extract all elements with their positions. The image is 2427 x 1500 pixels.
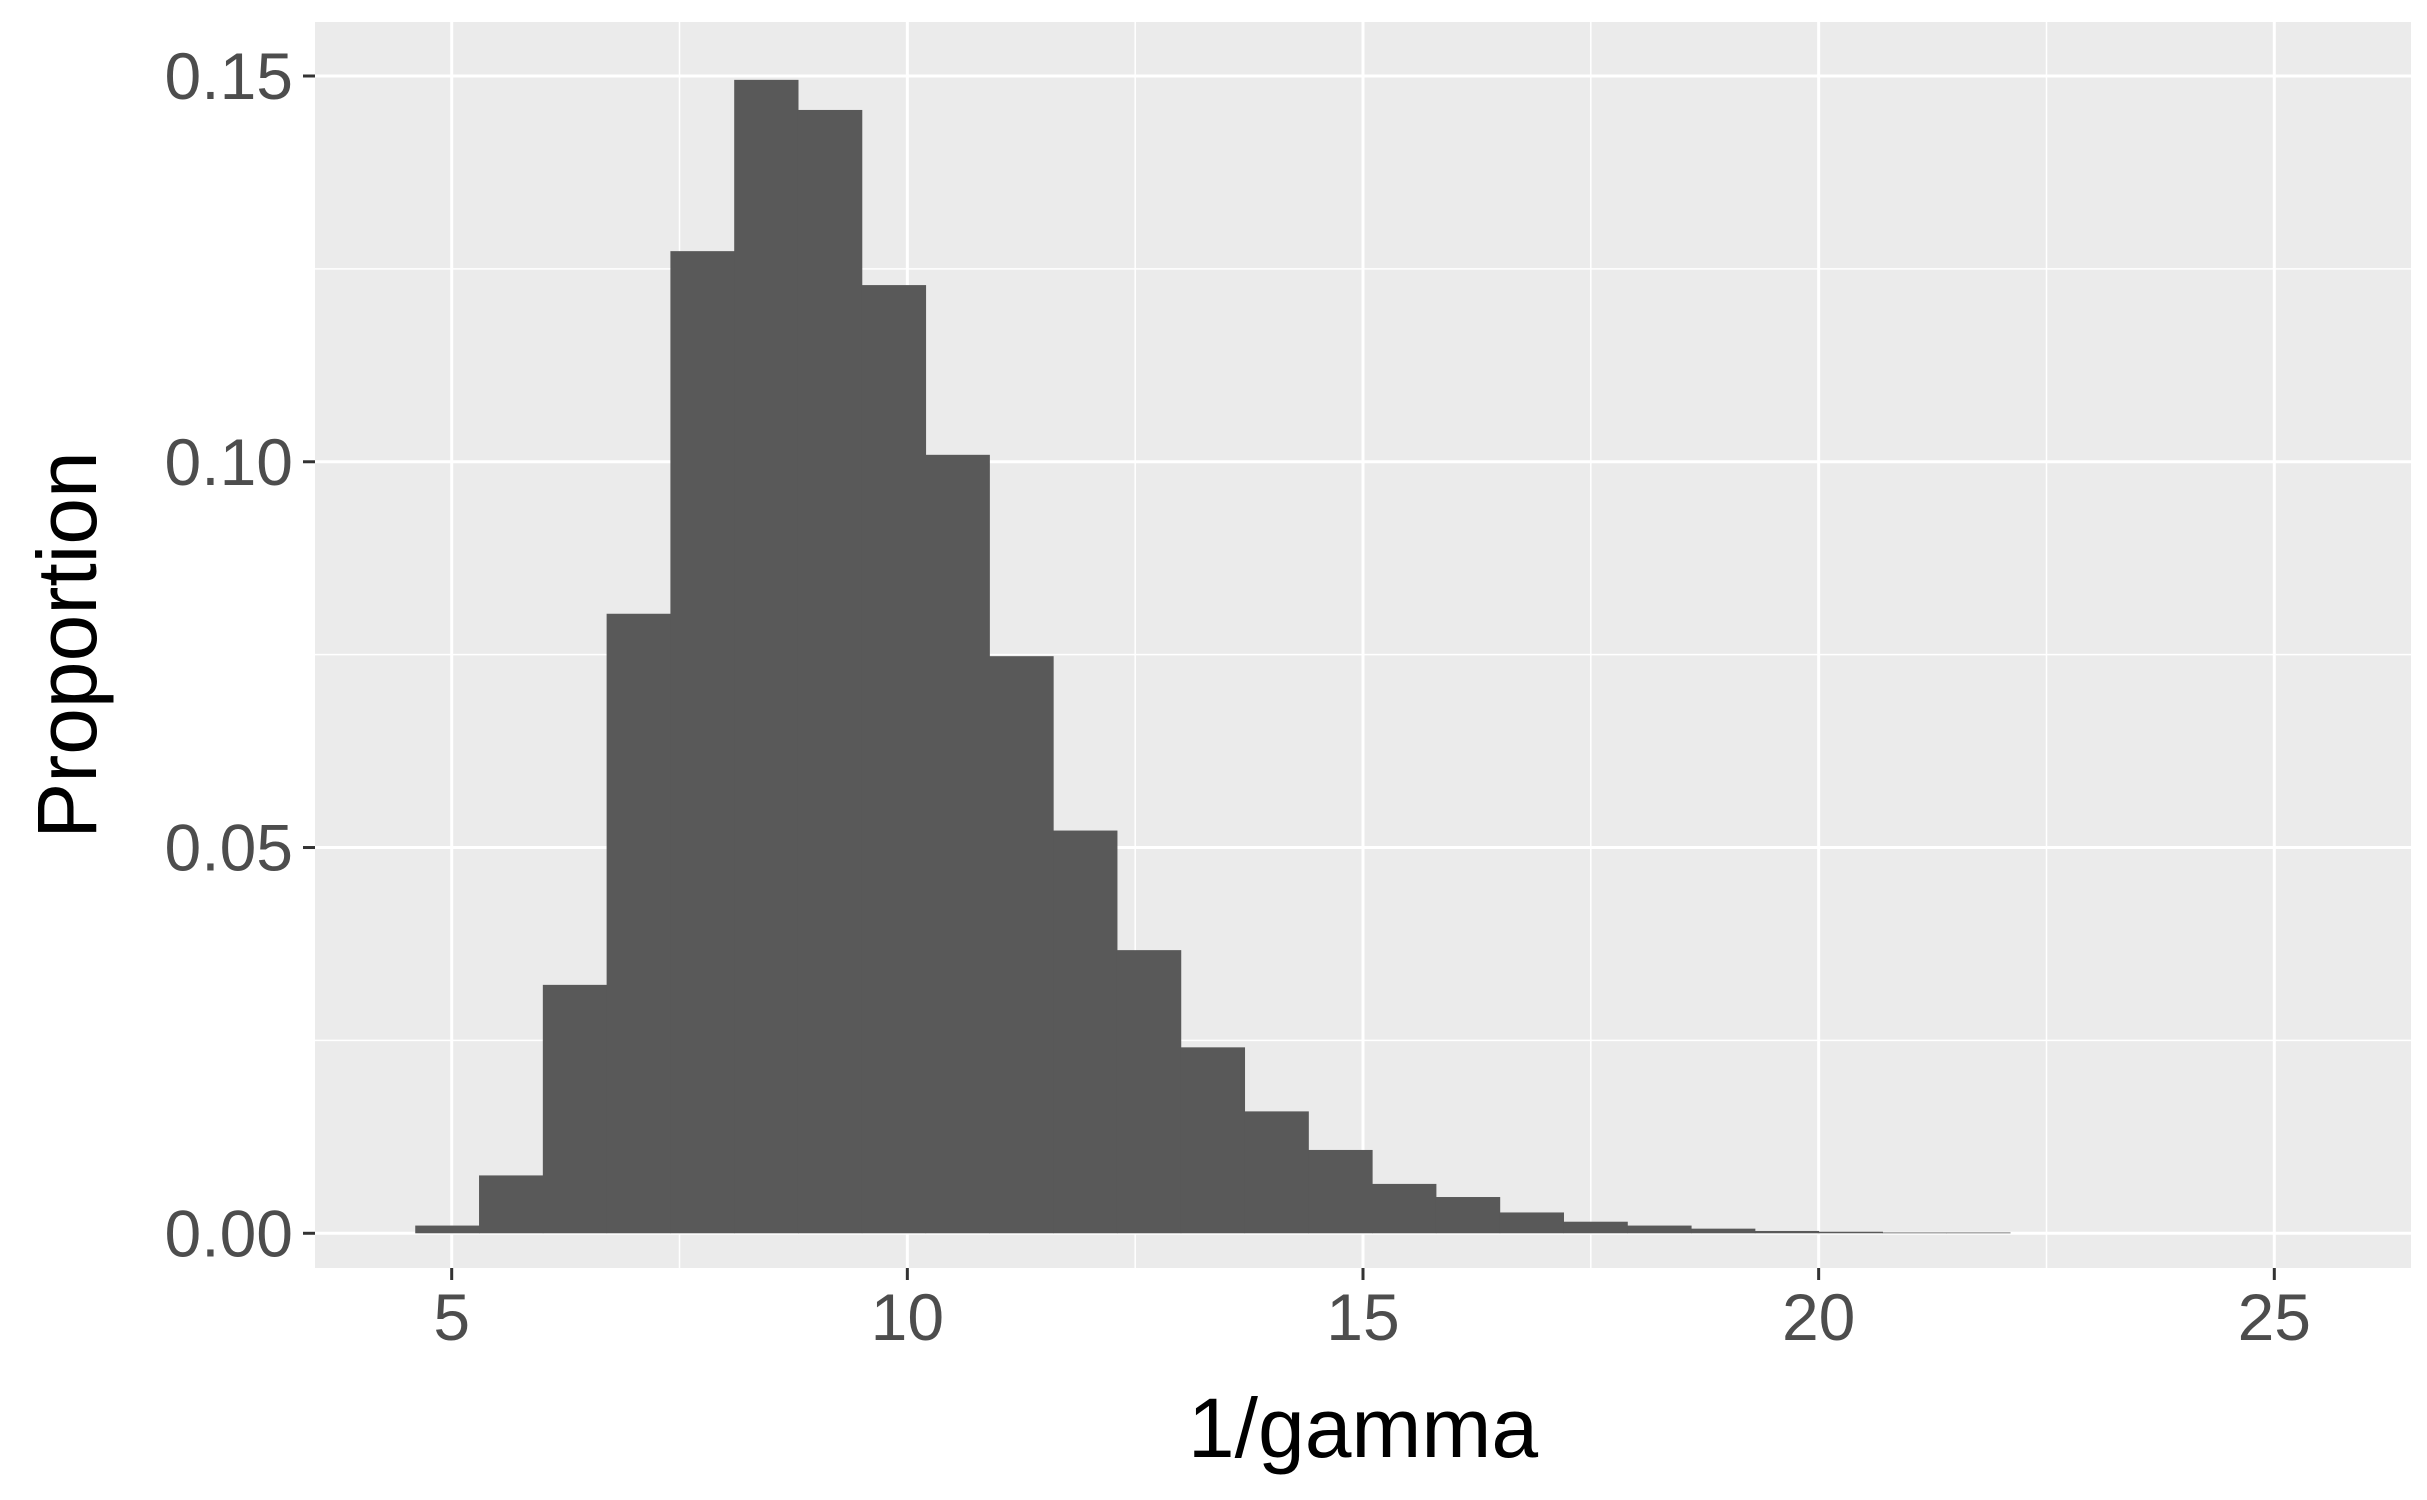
histogram-bar xyxy=(670,251,735,1234)
histogram-bar xyxy=(1818,1231,1883,1234)
histogram-bars xyxy=(415,79,2011,1234)
histogram-bar xyxy=(989,656,1054,1234)
x-axis-title: 1/gamma xyxy=(1188,1381,1538,1475)
histogram-bar xyxy=(734,79,799,1234)
x-tick-label: 5 xyxy=(433,1280,470,1354)
histogram-bar xyxy=(1563,1221,1628,1234)
histogram-bar xyxy=(1180,1047,1246,1234)
y-axis-title: Proportion xyxy=(20,451,114,839)
y-tick-label: 0.00 xyxy=(165,1196,293,1270)
x-axis-ticks: 5 10 15 20 25 xyxy=(433,1268,2311,1354)
histogram-bar xyxy=(415,1225,480,1234)
histogram-bar xyxy=(1499,1212,1564,1234)
histogram-bar xyxy=(1116,950,1182,1234)
y-tick-label: 0.10 xyxy=(165,425,293,499)
histogram-bar xyxy=(479,1175,544,1234)
y-tick-label: 0.15 xyxy=(165,39,293,113)
x-tick-label: 20 xyxy=(1782,1280,1855,1354)
x-tick-label: 25 xyxy=(2238,1280,2311,1354)
x-tick-label: 10 xyxy=(871,1280,944,1354)
histogram-bar xyxy=(861,285,927,1234)
histogram-bar xyxy=(1754,1230,1820,1234)
major-gridlines xyxy=(315,22,2411,1268)
x-tick-label: 15 xyxy=(1326,1280,1399,1354)
histogram-bar xyxy=(797,109,863,1234)
y-tick-label: 0.05 xyxy=(165,811,293,885)
histogram-bar xyxy=(1244,1111,1309,1234)
histogram-bar xyxy=(1946,1232,2011,1234)
y-axis-ticks: 0.00 0.05 0.10 0.15 xyxy=(165,39,315,1270)
histogram-bar xyxy=(542,984,608,1234)
histogram-bar xyxy=(1053,830,1118,1234)
histogram-bar xyxy=(1882,1232,1947,1234)
histogram-bar xyxy=(1691,1228,1756,1234)
histogram-bar xyxy=(925,454,990,1234)
histogram-bar xyxy=(606,613,671,1234)
histogram-bar xyxy=(1372,1183,1437,1234)
histogram-bar xyxy=(1627,1225,1692,1234)
histogram-bar xyxy=(1308,1149,1373,1234)
histogram-bar xyxy=(1435,1197,1501,1234)
